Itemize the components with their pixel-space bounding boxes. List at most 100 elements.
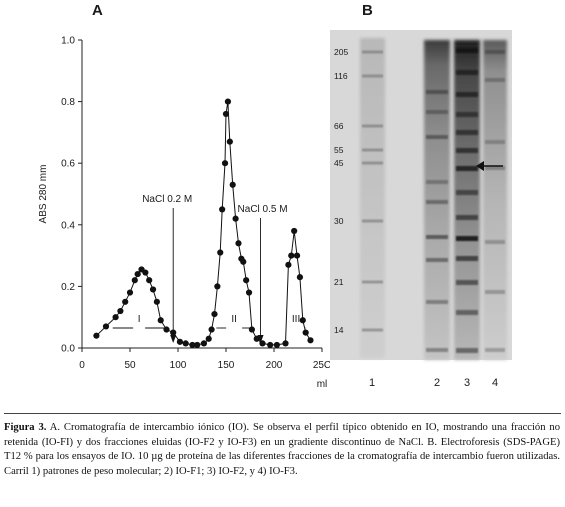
marker-band xyxy=(362,219,383,223)
sample-band xyxy=(426,110,448,114)
data-point xyxy=(229,181,236,188)
x-tick-label: 200 xyxy=(266,360,283,371)
sample-band xyxy=(426,258,448,262)
data-point xyxy=(232,215,239,222)
sample-band xyxy=(426,135,448,139)
data-point xyxy=(253,335,260,342)
data-point xyxy=(142,269,149,276)
data-point xyxy=(131,277,138,284)
data-point xyxy=(134,270,141,278)
data-point xyxy=(288,252,295,259)
sample-band xyxy=(426,235,448,239)
sample-band xyxy=(456,92,478,97)
salt-step-label: NaCl 0.2 M xyxy=(142,194,192,205)
data-point xyxy=(224,98,232,105)
chart-axes: 0.0 0.2 0.4 0.6 0.8 1.0 0 50 100 150 200 25C xyxy=(61,36,330,372)
data-point xyxy=(243,277,250,284)
data-point xyxy=(273,341,280,349)
data-point xyxy=(153,298,160,305)
marker-band xyxy=(362,161,383,165)
x-tick-label: 50 xyxy=(124,360,136,371)
molecular-weight-label: 66 xyxy=(334,121,344,131)
data-point xyxy=(217,249,224,256)
caption-divider xyxy=(4,413,561,414)
data-point xyxy=(146,277,153,284)
x-axis-label: ml xyxy=(317,379,328,390)
data-point xyxy=(302,329,309,336)
sample-band xyxy=(456,130,478,135)
gel-bands xyxy=(362,48,505,353)
absorbance-line xyxy=(96,101,311,346)
panel-b-letter: B xyxy=(362,2,373,19)
marker-band xyxy=(362,124,383,128)
sample-band xyxy=(456,48,478,53)
chromatography-chart: 0.0 0.2 0.4 0.6 0.8 1.0 0 50 100 150 200 25C NaCl 0… xyxy=(38,36,330,391)
data-point xyxy=(248,326,256,333)
lane-label: 2 xyxy=(434,377,440,389)
marker-band xyxy=(362,328,383,332)
salt-step-label: NaCl 0.5 M xyxy=(238,204,288,215)
sample-band xyxy=(426,348,448,352)
data-point xyxy=(182,340,189,347)
sample-band xyxy=(485,140,505,144)
marker-band xyxy=(362,74,383,78)
data-point xyxy=(219,206,226,213)
lane-label: 3 xyxy=(464,377,470,389)
fraction-label: II xyxy=(231,314,237,325)
arrow-icon xyxy=(476,161,503,171)
data-point xyxy=(214,283,221,290)
figure-caption: Figura 3. A. Cromatografía de intercambi… xyxy=(4,421,560,479)
data-point xyxy=(293,252,301,259)
sample-band xyxy=(426,90,448,94)
data-point xyxy=(245,289,253,296)
data-point xyxy=(194,341,201,349)
data-point xyxy=(221,160,229,167)
y-tick-label: 0.0 xyxy=(61,344,75,355)
fraction-label: I xyxy=(138,314,141,325)
sample-band xyxy=(485,348,505,352)
arrow-head-icon xyxy=(170,335,177,343)
x-tick-label: 25C xyxy=(313,360,330,371)
gel-marker-labels: 205 116 66 55 45 30 21 14 xyxy=(334,47,348,335)
lane-label: 1 xyxy=(369,377,375,389)
sample-band xyxy=(485,50,505,54)
arrow-head-icon xyxy=(257,335,264,343)
marker-band xyxy=(362,50,383,54)
sample-band xyxy=(456,166,478,171)
y-tick-label: 1.0 xyxy=(61,36,75,47)
molecular-weight-label: 205 xyxy=(334,47,348,57)
data-point xyxy=(299,317,306,324)
data-point xyxy=(205,335,212,342)
data-point xyxy=(122,298,129,305)
caption-text: A. Cromatografía de intercambio iónico (… xyxy=(4,422,560,477)
panel-a-letter: A xyxy=(92,2,103,19)
data-point xyxy=(208,326,215,333)
y-tick-label: 0.4 xyxy=(61,220,75,231)
sample-band xyxy=(485,240,505,244)
x-tick-label: 100 xyxy=(170,360,187,371)
molecular-weight-label: 21 xyxy=(334,277,344,287)
sample-band xyxy=(485,78,505,82)
marker-band xyxy=(362,280,383,284)
sds-page-gel: 205 116 66 55 45 30 21 14 1 2 3 4 xyxy=(330,30,512,389)
gel-lane-1 xyxy=(360,38,385,358)
data-point xyxy=(102,323,110,330)
data-point xyxy=(307,337,314,344)
data-point xyxy=(126,289,134,296)
sample-band xyxy=(456,215,478,220)
data-point xyxy=(226,138,233,145)
data-point xyxy=(200,340,208,347)
molecular-weight-label: 14 xyxy=(334,325,344,335)
data-point xyxy=(282,340,289,347)
data-point xyxy=(149,286,157,293)
sample-band xyxy=(426,180,448,184)
sample-band xyxy=(456,112,478,117)
sample-band xyxy=(456,236,478,241)
sample-band xyxy=(456,310,478,315)
lane-label: 4 xyxy=(492,377,498,389)
fraction-label: III xyxy=(292,314,300,325)
molecular-weight-label: 30 xyxy=(334,216,344,226)
data-point xyxy=(291,227,298,235)
data-point xyxy=(176,338,184,345)
